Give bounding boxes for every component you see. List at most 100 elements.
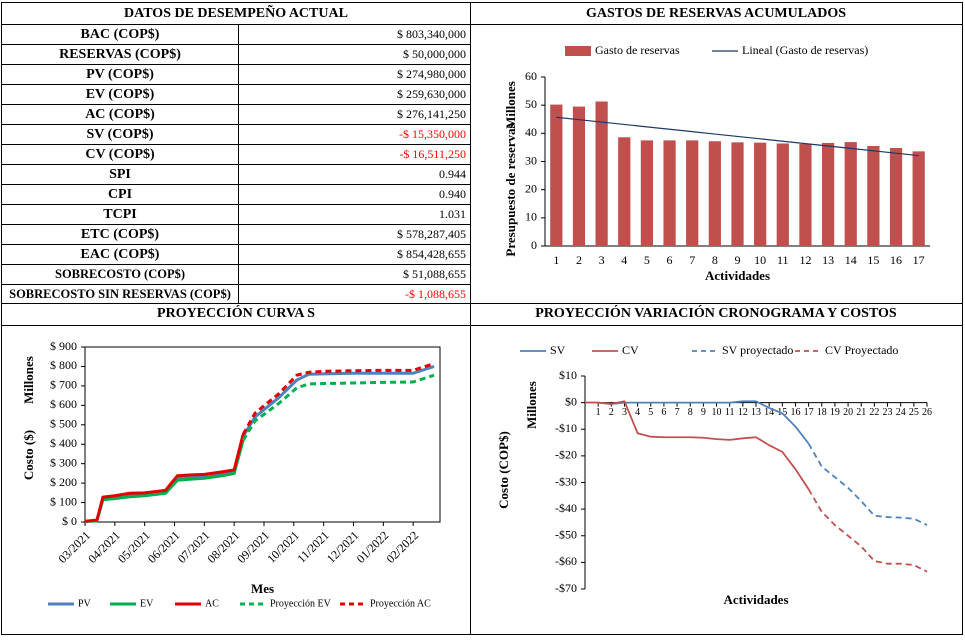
row-label: SOBRECOSTO (COP$): [55, 267, 185, 281]
x-tick-label: 07/2021: [175, 528, 213, 566]
legend-label: Proyección AC: [370, 598, 431, 609]
x-tick-label: 6: [661, 407, 666, 418]
row-label: SOBRECOSTO SIN RESERVAS (COP$): [9, 287, 231, 301]
y-tick-label: $ 600: [50, 397, 77, 411]
bar: [686, 140, 699, 246]
x-tick-label: 11/2021: [294, 528, 331, 565]
x-tick-label: 6: [667, 253, 673, 267]
trend-line: [556, 116, 919, 157]
row-value: 0.944: [439, 167, 466, 181]
chart-title: GASTOS DE RESERVAS ACUMULADOS: [586, 6, 846, 21]
x-tick-label: 13: [822, 253, 834, 267]
y-tick-label: 60: [525, 69, 537, 83]
row-label: EV (COP$): [86, 87, 155, 102]
x-tick-label: 9: [735, 253, 741, 267]
y-tick-label: 50: [525, 97, 537, 111]
row-label: CPI: [108, 187, 132, 202]
bar: [572, 106, 586, 246]
row-label: TCPI: [103, 207, 136, 222]
x-tick-label: 12: [738, 407, 748, 418]
x-tick-label: 5: [644, 253, 650, 267]
x-tick-label: 9: [701, 407, 706, 418]
y-tick-label: 0: [531, 238, 537, 252]
legend-label: PV: [78, 598, 92, 609]
row-label: CV (COP$): [85, 147, 155, 162]
x-tick-label: 04/2021: [85, 528, 123, 566]
y-axis-unit: Millones: [503, 81, 518, 129]
y-tick-label: $10: [559, 368, 577, 382]
x-tick-label: 8: [688, 407, 693, 418]
bar: [799, 144, 812, 246]
x-tick-label: 17: [913, 253, 925, 267]
chart-title: PROYECCIÓN VARIACIÓN CRONOGRAMA Y COSTOS: [535, 304, 897, 321]
x-tick-label: 3: [622, 407, 627, 418]
x-tick-label: 26: [922, 407, 932, 418]
legend-label: Proyección EV: [270, 598, 332, 609]
x-tick-label: 10/2021: [264, 528, 302, 566]
x-tick-label: 10: [754, 253, 766, 267]
row-value: $ 803,340,000: [397, 27, 466, 41]
row-label: BAC (COP$): [81, 27, 160, 42]
x-tick-label: 14: [764, 407, 774, 418]
x-tick-label: 2: [609, 407, 614, 418]
row-label: ETC (COP$): [81, 227, 160, 242]
y-tick-label: -$40: [555, 501, 577, 515]
x-tick-label: 11: [777, 253, 789, 267]
x-tick-label: 18: [817, 407, 827, 418]
bar: [550, 104, 563, 246]
row-label: EAC (COP$): [81, 247, 160, 262]
row-label: SPI: [109, 167, 131, 182]
y-axis-unit: Millones: [21, 356, 36, 404]
y-tick-label: -$50: [555, 528, 577, 542]
legend-label: SV proyectado: [722, 343, 793, 357]
y-axis-unit: Millones: [524, 381, 539, 429]
series-line: [84, 439, 245, 524]
x-tick-label: 14: [845, 253, 857, 267]
series-line: [807, 488, 928, 573]
x-tick-label: 02/2022: [383, 528, 421, 566]
x-tick-label: 4: [635, 407, 640, 418]
y-tick-label: $ 100: [50, 494, 77, 508]
series-line: [84, 365, 435, 523]
x-tick-label: 06/2021: [145, 528, 183, 566]
row-label: AC (COP$): [85, 107, 155, 122]
row-value: $ 276,141,250: [397, 107, 466, 121]
x-tick-label: 16: [790, 407, 800, 418]
row-value: 0.940: [439, 187, 466, 201]
x-tick-label: 7: [675, 407, 680, 418]
x-tick-label: 03/2021: [55, 528, 93, 566]
bar: [663, 140, 676, 246]
row-value: $ 578,287,405: [397, 227, 466, 241]
bar: [889, 147, 903, 246]
x-tick-label: 05/2021: [115, 528, 153, 566]
x-tick-label: 5: [648, 407, 653, 418]
x-tick-label: 1: [553, 253, 559, 267]
bar: [640, 140, 654, 246]
x-axis-title: Actividades: [724, 592, 789, 607]
y-tick-label: $ 200: [50, 475, 77, 489]
x-axis-title: Actividades: [705, 268, 770, 283]
x-tick-label: 22: [869, 407, 879, 418]
x-tick-label: 21: [856, 407, 866, 418]
x-tick-label: 12: [799, 253, 811, 267]
legend-label: CV Proyectado: [825, 343, 898, 357]
series-line: [585, 400, 810, 490]
x-tick-label: 7: [689, 253, 695, 267]
y-tick-label: -$20: [555, 448, 577, 462]
bar: [844, 142, 857, 246]
row-label: RESERVAS (COP$): [59, 47, 181, 62]
series-line: [241, 373, 435, 442]
bar: [595, 101, 608, 246]
x-tick-label: 15: [867, 253, 879, 267]
table-title: DATOS DE DESEMPEÑO ACTUAL: [124, 3, 348, 21]
x-tick-label: 3: [599, 253, 605, 267]
legend-label: Lineal (Gasto de reservas): [742, 43, 868, 57]
x-tick-label: 10: [712, 407, 722, 418]
bar: [708, 141, 721, 246]
x-tick-label: 11: [725, 407, 735, 418]
x-tick-label: 12/2021: [324, 528, 362, 566]
x-tick-label: 4: [621, 253, 627, 267]
row-value: 1.031: [439, 207, 466, 221]
series-line: [585, 400, 810, 445]
x-tick-label: 23: [883, 407, 893, 418]
